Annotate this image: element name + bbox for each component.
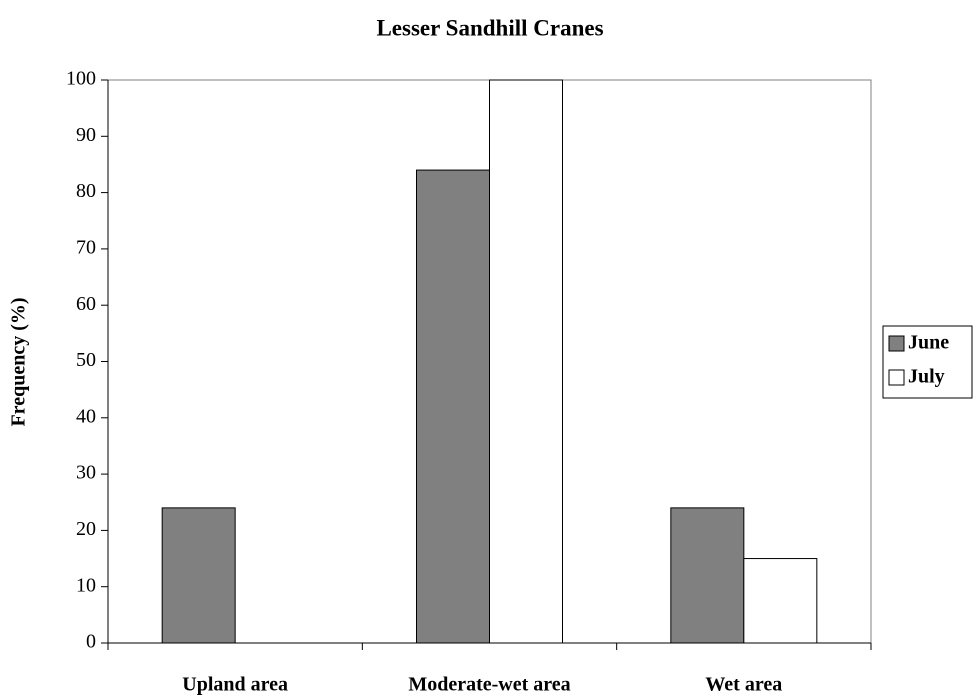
bar <box>489 79 563 644</box>
bar <box>416 169 490 644</box>
legend-swatch <box>888 369 905 386</box>
bar <box>743 558 818 644</box>
x-tick-label: Wet area <box>705 674 782 696</box>
legend-swatch <box>888 335 905 352</box>
y-axis-label: Frequency (%) <box>8 297 30 426</box>
y-tick-label: 70 <box>76 236 96 258</box>
legend-label: June <box>908 332 949 354</box>
y-tick-label: 40 <box>76 405 96 427</box>
y-tick-label: 100 <box>66 68 96 90</box>
x-tick-label: Upland area <box>182 674 288 696</box>
bar <box>670 507 745 644</box>
x-tick-label: Moderate-wet area <box>408 674 570 696</box>
y-tick-label: 20 <box>76 518 96 540</box>
y-tick-label: 90 <box>76 124 96 146</box>
bar <box>161 507 236 644</box>
chart-title: Lesser Sandhill Cranes <box>376 15 603 40</box>
y-tick-label: 60 <box>76 293 96 315</box>
legend-label: July <box>908 366 945 388</box>
y-tick-label: 10 <box>76 574 96 596</box>
y-tick-label: 50 <box>76 349 96 371</box>
y-tick-label: 30 <box>76 462 96 484</box>
y-tick-label: 0 <box>86 631 96 653</box>
y-tick-label: 80 <box>76 180 96 202</box>
legend-box <box>882 325 973 399</box>
